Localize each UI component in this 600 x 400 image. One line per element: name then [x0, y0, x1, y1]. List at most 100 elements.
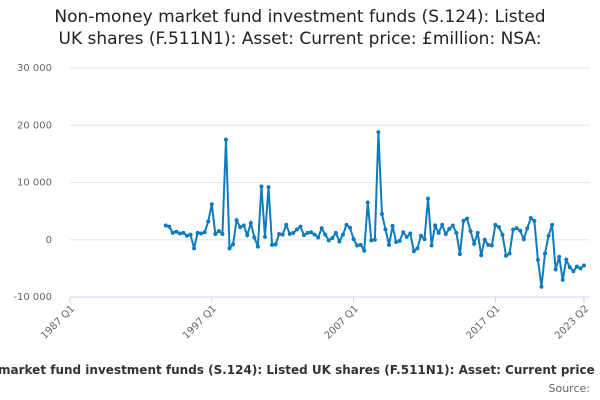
chart-title-line: UK shares (F.511N1): Asset: Current pric… — [59, 29, 542, 49]
data-point — [433, 223, 438, 228]
data-point — [195, 230, 200, 235]
data-point — [369, 238, 374, 243]
data-point — [241, 223, 246, 228]
data-point — [309, 230, 314, 235]
data-point — [262, 234, 267, 239]
data-point — [422, 237, 427, 242]
data-point — [294, 227, 299, 232]
data-point — [216, 229, 221, 234]
data-point — [574, 264, 579, 269]
data-point — [223, 137, 228, 142]
data-point — [231, 242, 236, 247]
data-point — [454, 230, 459, 235]
data-point — [535, 257, 540, 262]
data-point — [532, 218, 537, 223]
data-point — [344, 222, 349, 227]
data-point — [557, 254, 562, 259]
data-point — [170, 230, 175, 235]
data-point — [340, 232, 345, 237]
data-point — [482, 237, 487, 242]
data-point — [440, 222, 445, 227]
data-point — [390, 224, 395, 229]
data-point — [489, 243, 494, 248]
data-point — [500, 232, 505, 237]
data-point — [301, 233, 306, 238]
data-point — [351, 237, 356, 242]
data-point — [330, 236, 335, 241]
data-point — [479, 253, 484, 258]
data-point — [528, 215, 533, 220]
data-point — [259, 184, 264, 189]
data-point — [582, 263, 586, 268]
data-point — [426, 196, 431, 201]
data-point — [270, 242, 275, 247]
data-point — [550, 222, 555, 227]
data-point — [486, 242, 491, 247]
data-point — [429, 243, 434, 248]
data-point — [316, 235, 321, 240]
data-point — [578, 266, 583, 271]
data-point — [312, 232, 317, 237]
data-point — [167, 224, 172, 229]
data-point — [245, 233, 250, 238]
data-point — [450, 223, 455, 228]
data-point — [372, 237, 377, 242]
x-axis-label: market fund investment funds (S.124): Li… — [0, 363, 595, 377]
data-point — [546, 233, 551, 238]
data-point — [475, 230, 480, 235]
data-point — [397, 238, 402, 243]
data-point — [227, 246, 232, 251]
data-point — [543, 251, 548, 256]
data-point — [553, 267, 558, 272]
data-point — [567, 265, 572, 270]
data-point — [404, 234, 409, 239]
data-point — [447, 226, 452, 231]
data-point — [266, 185, 271, 190]
data-point — [206, 219, 211, 224]
data-point — [468, 229, 473, 234]
chart-title-line: Non-money market fund investment funds (… — [54, 7, 545, 27]
y-tick-label: 0 — [46, 235, 52, 246]
data-point — [560, 277, 565, 282]
x-tick-label: 1997 Q1 — [181, 303, 219, 341]
data-point — [284, 222, 289, 227]
data-point — [365, 200, 370, 205]
y-tick-label: 20 000 — [17, 120, 52, 131]
data-point — [333, 230, 338, 235]
data-point — [280, 232, 285, 237]
data-point — [305, 230, 310, 235]
data-point — [571, 269, 576, 274]
y-tick-label: 10 000 — [17, 178, 52, 189]
y-tick-label: -10 000 — [13, 292, 52, 303]
data-point — [287, 232, 292, 237]
data-point — [213, 232, 218, 237]
y-tick-label: 30 000 — [17, 63, 52, 74]
data-point — [461, 218, 466, 223]
data-point — [355, 243, 360, 248]
data-point — [358, 242, 363, 247]
data-point — [319, 226, 324, 231]
data-point — [199, 231, 204, 236]
data-point — [192, 246, 197, 251]
data-point — [291, 230, 296, 235]
data-point — [401, 230, 406, 235]
data-point — [323, 232, 328, 237]
data-point — [348, 225, 353, 230]
data-point — [496, 225, 501, 230]
data-point — [387, 242, 392, 247]
data-point — [376, 130, 381, 135]
data-line — [165, 132, 585, 287]
data-point — [514, 226, 519, 231]
data-point — [181, 230, 186, 235]
data-point — [184, 233, 189, 238]
data-point — [337, 239, 342, 244]
source: Source: — [549, 382, 591, 395]
data-point — [443, 232, 448, 237]
data-point — [174, 229, 179, 234]
x-tick-label: 1987 Q1 — [39, 303, 77, 341]
data-point — [418, 233, 423, 238]
x-tick-label: 2017 Q1 — [465, 303, 503, 341]
data-point — [163, 223, 168, 228]
data-point — [234, 218, 239, 223]
